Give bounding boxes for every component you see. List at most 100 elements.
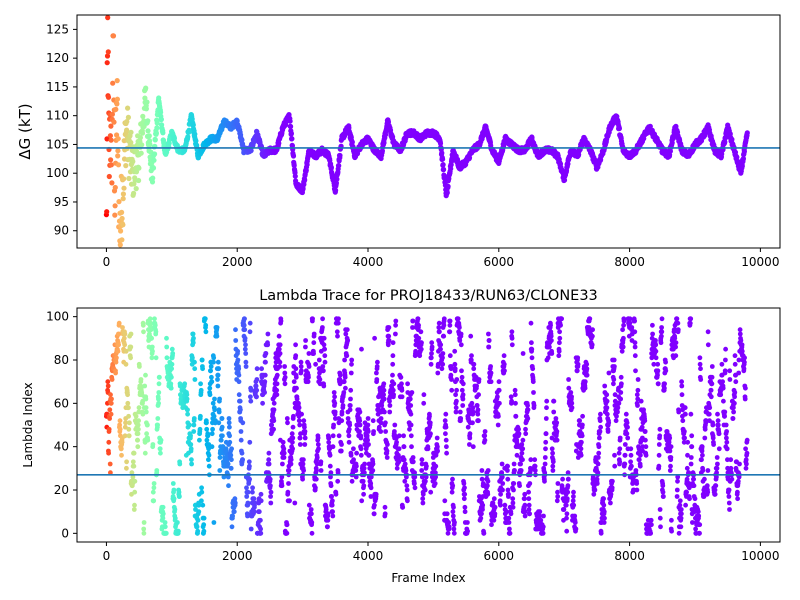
lambda-point (470, 420, 475, 426)
lambda-point (557, 340, 562, 346)
lambda-point (392, 429, 397, 434)
lambda-point (130, 459, 136, 465)
y-axis-label: ΔG (kT) (16, 103, 34, 159)
lambda-point (138, 377, 144, 382)
lambda-point (370, 418, 376, 424)
lambda-point (479, 511, 484, 517)
lambda-point (228, 452, 234, 458)
lambda-point (409, 390, 415, 395)
lambda-point (358, 446, 364, 452)
lambda-point (276, 346, 282, 352)
lambda-point (495, 422, 501, 428)
lambda-point (481, 530, 487, 536)
dg-point (288, 130, 294, 137)
lambda-point (336, 433, 342, 439)
lambda-point (192, 359, 197, 365)
lambda-point (240, 420, 246, 426)
lambda-point (499, 474, 505, 480)
lambda-point (126, 413, 131, 419)
lambda-point (507, 530, 513, 536)
lambda-point (462, 485, 467, 491)
lambda-point (274, 392, 280, 398)
lambda-point (106, 426, 112, 432)
dg-point (154, 125, 160, 131)
lambda-point (572, 513, 578, 519)
lambda-point (423, 478, 428, 484)
lambda-point (258, 498, 264, 504)
lambda-point (302, 429, 308, 434)
lambda-point (219, 424, 225, 430)
lambda-point (390, 372, 395, 378)
lambda-point (429, 340, 435, 346)
lambda-point (574, 368, 580, 374)
lambda-point (368, 481, 374, 486)
lambda-point (332, 409, 338, 415)
lambda-point (225, 474, 231, 480)
dg-point (145, 128, 151, 134)
lambda-point (298, 431, 303, 437)
lambda-point (201, 515, 207, 521)
lambda-point (148, 327, 154, 333)
lambda-point (488, 379, 494, 385)
lambda-point (333, 491, 339, 497)
lambda-point (422, 487, 428, 493)
lambda-point (143, 396, 149, 402)
dg-point (441, 166, 447, 173)
dg-point (291, 162, 297, 169)
lambda-point (120, 325, 125, 330)
lambda-point (470, 405, 476, 411)
lambda-point (142, 383, 148, 389)
lambda-point (500, 481, 506, 486)
lambda-point (309, 530, 315, 536)
lambda-point (300, 461, 306, 467)
lambda-point (136, 418, 142, 424)
lambda-point (532, 468, 538, 473)
lambda-point (410, 325, 415, 330)
lambda-point (554, 429, 560, 434)
lambda-point (485, 468, 491, 473)
lambda-point (185, 411, 191, 417)
lambda-point (460, 396, 466, 402)
lambda-point (171, 487, 177, 493)
dg-point (292, 173, 298, 179)
lambda-point (390, 340, 396, 346)
lambda-point (394, 439, 399, 445)
lambda-point (399, 394, 405, 400)
lambda-point (555, 494, 561, 499)
lambda-point (412, 481, 417, 486)
lambda-point (203, 322, 209, 328)
lambda-point (170, 351, 176, 356)
lambda-point (542, 478, 547, 484)
lambda-point (474, 383, 479, 389)
lambda-point (220, 433, 225, 439)
lambda-point (444, 444, 449, 450)
lambda-point (544, 398, 550, 404)
lambda-point (420, 496, 426, 502)
lambda-point (322, 353, 328, 359)
lambda-point (190, 331, 196, 337)
lambda-point (145, 422, 150, 428)
dg-point (143, 85, 149, 91)
lambda-point (280, 439, 286, 445)
lambda-point (359, 498, 365, 504)
lambda-point (210, 426, 216, 432)
dg-point (616, 125, 623, 132)
lambda-point (345, 338, 351, 343)
lambda-point (226, 420, 232, 426)
lambda-point (580, 413, 585, 419)
lambda-point (209, 379, 215, 385)
lambda-point (582, 385, 588, 391)
dg-point (143, 106, 149, 112)
lambda-point (386, 338, 392, 343)
lambda-point (306, 502, 312, 508)
dg-point (337, 152, 343, 159)
lambda-point (230, 513, 236, 519)
lambda-point (192, 377, 198, 382)
lambda-point (318, 459, 324, 465)
lambda-point (266, 461, 272, 467)
lambda-point (325, 511, 331, 517)
lambda-point (250, 485, 256, 491)
lambda-point (433, 474, 438, 480)
lambda-point (119, 452, 124, 458)
lambda-point (372, 335, 377, 341)
